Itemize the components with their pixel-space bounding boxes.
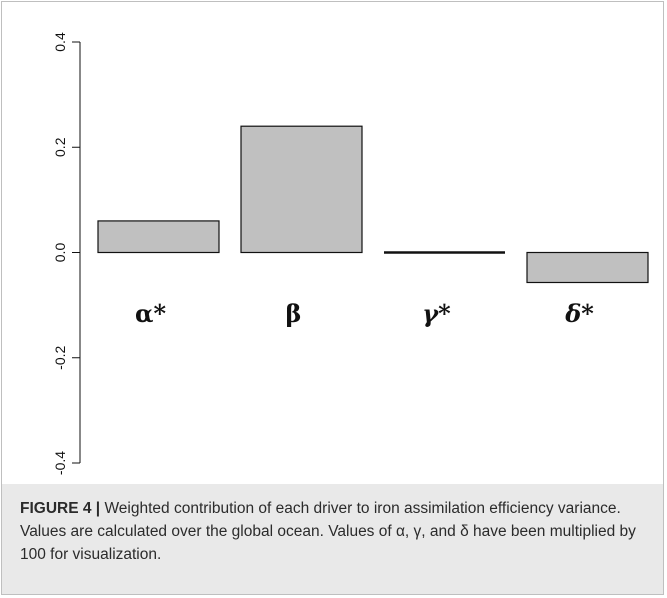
caption-label: FIGURE 4 | bbox=[20, 500, 101, 517]
category-label: β bbox=[286, 299, 302, 328]
y-tick-label: -0.4 bbox=[52, 451, 68, 475]
bar bbox=[240, 125, 363, 254]
y-tick-label: 0.0 bbox=[52, 243, 68, 263]
y-tick-label: 0.2 bbox=[52, 137, 68, 157]
bar bbox=[97, 220, 220, 254]
caption-box bbox=[2, 484, 663, 594]
category-label: γ* bbox=[422, 299, 451, 328]
bar-chart: -0.4 -0.2 0.0 0.2 0.4 α* β γ* δ* bbox=[52, 32, 649, 475]
y-tick-label: -0.2 bbox=[52, 345, 68, 369]
y-tick-label: 0.4 bbox=[52, 32, 68, 52]
figure-caption: FIGURE 4 | Weighted contribution of each… bbox=[20, 497, 650, 566]
category-label: δ* bbox=[564, 299, 594, 328]
bar bbox=[526, 251, 649, 284]
caption-text: Weighted contribution of each driver to … bbox=[20, 500, 636, 563]
category-label: α* bbox=[135, 299, 166, 328]
